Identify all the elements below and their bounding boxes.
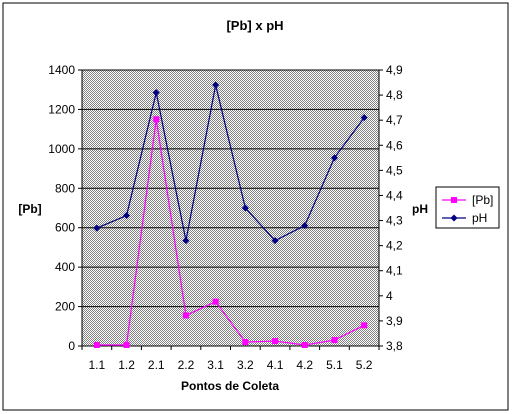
data-point	[182, 312, 189, 319]
data-point	[301, 222, 309, 230]
y2-tick-label: 4,6	[386, 138, 403, 152]
x-axis-title: Pontos de Coleta	[181, 379, 279, 393]
y-tick-label: 400	[55, 260, 75, 274]
series-line	[96, 119, 365, 346]
series-line	[96, 84, 365, 242]
legend: [Pb] pH	[435, 186, 500, 229]
y2-axis-title: pH	[412, 202, 428, 216]
chart-title: [Pb] x pH	[226, 18, 283, 33]
y2-tick-label: 4,9	[386, 63, 403, 77]
data-point	[212, 298, 219, 305]
legend-marker	[451, 197, 457, 203]
data-point	[123, 212, 131, 220]
y2-tick-label: 4,2	[386, 239, 403, 253]
x-tick-label: 3.2	[237, 358, 254, 372]
data-point	[93, 224, 101, 232]
data-point	[331, 337, 338, 344]
y2-tick-label: 4,7	[386, 113, 403, 127]
data-point	[361, 322, 368, 329]
data-point	[241, 204, 249, 212]
y-tick-label: 600	[55, 221, 75, 235]
y2-tick-label: 3,8	[386, 339, 403, 353]
y2-tick-label: 4,5	[386, 163, 403, 177]
x-tick-label: 2.2	[178, 358, 195, 372]
x-tick-label: 4.2	[296, 358, 313, 372]
data-point	[123, 342, 130, 349]
y-tick-label: 1000	[48, 142, 75, 156]
legend-box	[435, 186, 500, 229]
data-point	[271, 237, 279, 245]
y-axis-title: [Pb]	[18, 202, 41, 216]
axes	[78, 69, 383, 350]
data-point	[93, 342, 100, 349]
data-point	[242, 339, 249, 346]
y-tick-label: 200	[55, 300, 75, 314]
series-layer	[93, 81, 368, 349]
x-tick-label: 5.1	[326, 358, 343, 372]
y2-tick-label: 4,3	[386, 214, 403, 228]
y2-tick-label: 4,4	[386, 188, 403, 202]
data-point	[330, 154, 338, 162]
data-point	[153, 116, 160, 123]
legend-label: pH	[472, 211, 487, 225]
x-tick-label: 3.1	[207, 358, 224, 372]
y-tick-label: 0	[68, 339, 75, 353]
y2-tick-label: 3,9	[386, 314, 403, 328]
x-tick-label: 1.2	[118, 358, 135, 372]
tick-labels: 0 200 400 600 800 1000 1200 1400 3,8 3,9 4 4,1 4,2 4,…	[48, 63, 403, 372]
data-point	[212, 81, 220, 89]
y2-tick-label: 4,1	[386, 264, 403, 278]
y-tick-label: 800	[55, 181, 75, 195]
data-point	[360, 114, 368, 122]
y-tick-label: 1400	[48, 63, 75, 77]
data-point	[182, 237, 190, 245]
x-tick-label: 2.1	[148, 358, 165, 372]
legend-items: [Pb] pH	[442, 193, 493, 225]
plot-area	[81, 69, 380, 347]
x-tick-label: 4.1	[267, 358, 284, 372]
x-tick-label: 5.2	[356, 358, 373, 372]
y2-tick-label: 4,8	[386, 88, 403, 102]
x-tick-label: 1.1	[89, 358, 106, 372]
data-point	[152, 89, 160, 97]
data-point	[272, 338, 279, 345]
y-tick-label: 1200	[48, 102, 75, 116]
y2-tick-label: 4	[386, 289, 393, 303]
data-point	[301, 342, 308, 349]
legend-marker	[450, 214, 458, 222]
legend-label: [Pb]	[472, 193, 493, 207]
